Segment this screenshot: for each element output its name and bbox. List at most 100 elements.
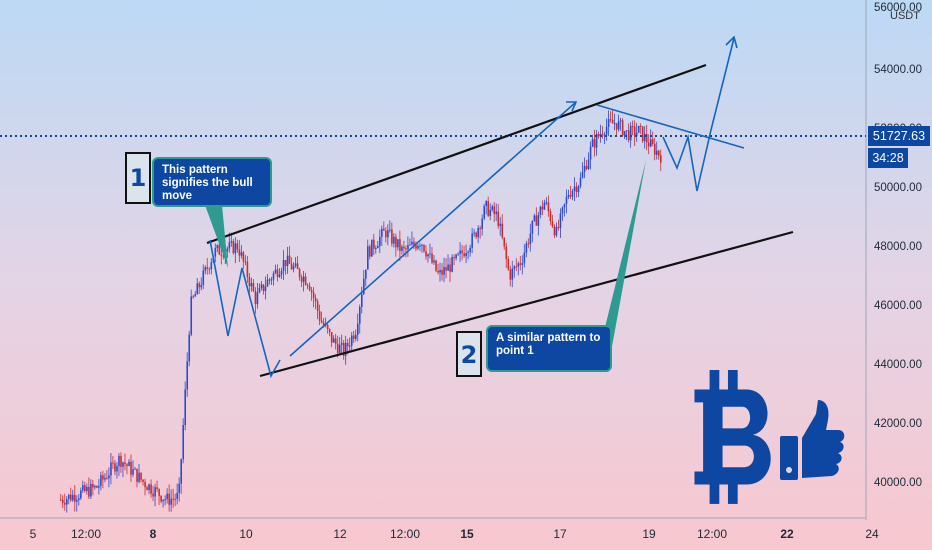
candle-body bbox=[160, 495, 162, 502]
candle-body bbox=[256, 292, 259, 305]
resistance-line[interactable] bbox=[596, 104, 745, 149]
candle-body bbox=[373, 239, 375, 249]
candle-body bbox=[495, 211, 498, 214]
annotation-2-callout[interactable]: A similar pattern to point 1 bbox=[486, 325, 612, 372]
candle-body bbox=[369, 246, 371, 257]
candle-body bbox=[559, 213, 562, 228]
time-tick-label: 12:00 bbox=[71, 527, 101, 541]
candle-body bbox=[236, 243, 239, 250]
time-tick-label: 12:00 bbox=[390, 527, 420, 541]
candle-body bbox=[433, 260, 435, 263]
candle-body bbox=[140, 472, 142, 480]
candle-body bbox=[70, 494, 72, 501]
pattern-1-path[interactable] bbox=[209, 239, 281, 379]
candle-body bbox=[84, 485, 86, 491]
candle-body bbox=[126, 464, 128, 467]
candle-body bbox=[655, 150, 658, 155]
last-price-badge[interactable]: 51727.63 bbox=[868, 126, 930, 147]
candle-body bbox=[425, 251, 427, 257]
candle-body bbox=[106, 477, 108, 479]
candle-body bbox=[481, 218, 483, 229]
time-tick-label: 24 bbox=[865, 527, 879, 541]
time-tick-label: 15 bbox=[460, 527, 474, 541]
candle-body bbox=[491, 206, 494, 210]
candle-body bbox=[439, 269, 441, 273]
candle-body bbox=[387, 230, 389, 238]
candle-body bbox=[194, 294, 197, 297]
time-tick-label: 12 bbox=[333, 527, 347, 541]
candle-body bbox=[190, 296, 193, 335]
candle-body bbox=[557, 227, 560, 229]
candle-body bbox=[268, 279, 271, 281]
candle-body bbox=[354, 334, 357, 339]
candle-body bbox=[72, 494, 74, 501]
candle-body bbox=[96, 486, 98, 488]
price-tick-label: 46000.00 bbox=[874, 300, 922, 312]
candle-body bbox=[545, 202, 548, 204]
candle-body bbox=[389, 229, 391, 231]
trend-arrow-line[interactable] bbox=[289, 101, 577, 357]
candle-body bbox=[216, 245, 219, 249]
annotation-2-number[interactable]: 2 bbox=[456, 331, 482, 377]
candle-body bbox=[541, 206, 544, 210]
candle-body bbox=[120, 455, 122, 467]
candle-body bbox=[174, 498, 176, 500]
candle-body bbox=[593, 139, 596, 148]
candle-body bbox=[234, 243, 237, 254]
candle-body bbox=[218, 245, 221, 255]
candle-body bbox=[405, 248, 407, 250]
candle-body bbox=[178, 483, 180, 493]
candle-body bbox=[280, 270, 283, 275]
candle-body bbox=[569, 194, 572, 197]
candle-body bbox=[595, 134, 598, 148]
thumbs-up-icon bbox=[780, 400, 845, 480]
price-tick-label: 40000.00 bbox=[874, 477, 922, 489]
time-axis[interactable]: 5 12:00 8 10 12 12:00 15 17 19 12:00 22 24 bbox=[30, 527, 879, 541]
candle-body bbox=[411, 241, 413, 245]
candle-body bbox=[363, 278, 365, 295]
lower-channel-line[interactable] bbox=[259, 230, 794, 378]
candle-body bbox=[607, 119, 610, 127]
candle-body bbox=[609, 119, 612, 121]
candle-body bbox=[551, 221, 554, 227]
candle-body bbox=[579, 177, 582, 187]
candle-body bbox=[409, 244, 411, 246]
candle-body bbox=[423, 244, 425, 252]
candle-body bbox=[419, 245, 421, 247]
candle-body bbox=[204, 267, 207, 271]
candle-body bbox=[206, 267, 209, 269]
candle-body bbox=[332, 338, 335, 343]
candle-body bbox=[334, 338, 337, 344]
candle-body bbox=[88, 486, 90, 497]
candle-body bbox=[659, 155, 662, 163]
candle-body bbox=[296, 263, 299, 270]
candle-body bbox=[328, 328, 331, 333]
candle-body bbox=[86, 486, 88, 491]
candle-body bbox=[288, 255, 291, 264]
candle-body bbox=[260, 284, 263, 288]
candle-body bbox=[581, 171, 584, 178]
candle-body bbox=[445, 267, 447, 271]
callout-1-pointer bbox=[205, 205, 228, 268]
candle-body bbox=[487, 201, 490, 216]
upper-channel-line[interactable] bbox=[206, 63, 707, 245]
candle-body bbox=[82, 485, 84, 491]
candle-body bbox=[228, 242, 231, 249]
currency-label: USDT bbox=[890, 10, 920, 22]
annotation-1-callout[interactable]: This pattern signifies the bull move bbox=[152, 157, 272, 207]
candle-body bbox=[533, 215, 536, 221]
candle-body bbox=[284, 260, 287, 267]
candle-body bbox=[68, 494, 70, 500]
candle-body bbox=[453, 257, 455, 259]
candle-body bbox=[501, 223, 504, 238]
candle-body bbox=[657, 150, 660, 156]
candle-body bbox=[294, 263, 297, 267]
projection-path[interactable] bbox=[662, 37, 735, 192]
candle-body bbox=[395, 236, 397, 248]
annotation-1-number[interactable]: 1 bbox=[125, 152, 151, 204]
candle-body bbox=[393, 236, 395, 244]
candle-body bbox=[563, 203, 566, 208]
candle-body bbox=[573, 186, 576, 191]
candle-body bbox=[342, 342, 345, 356]
